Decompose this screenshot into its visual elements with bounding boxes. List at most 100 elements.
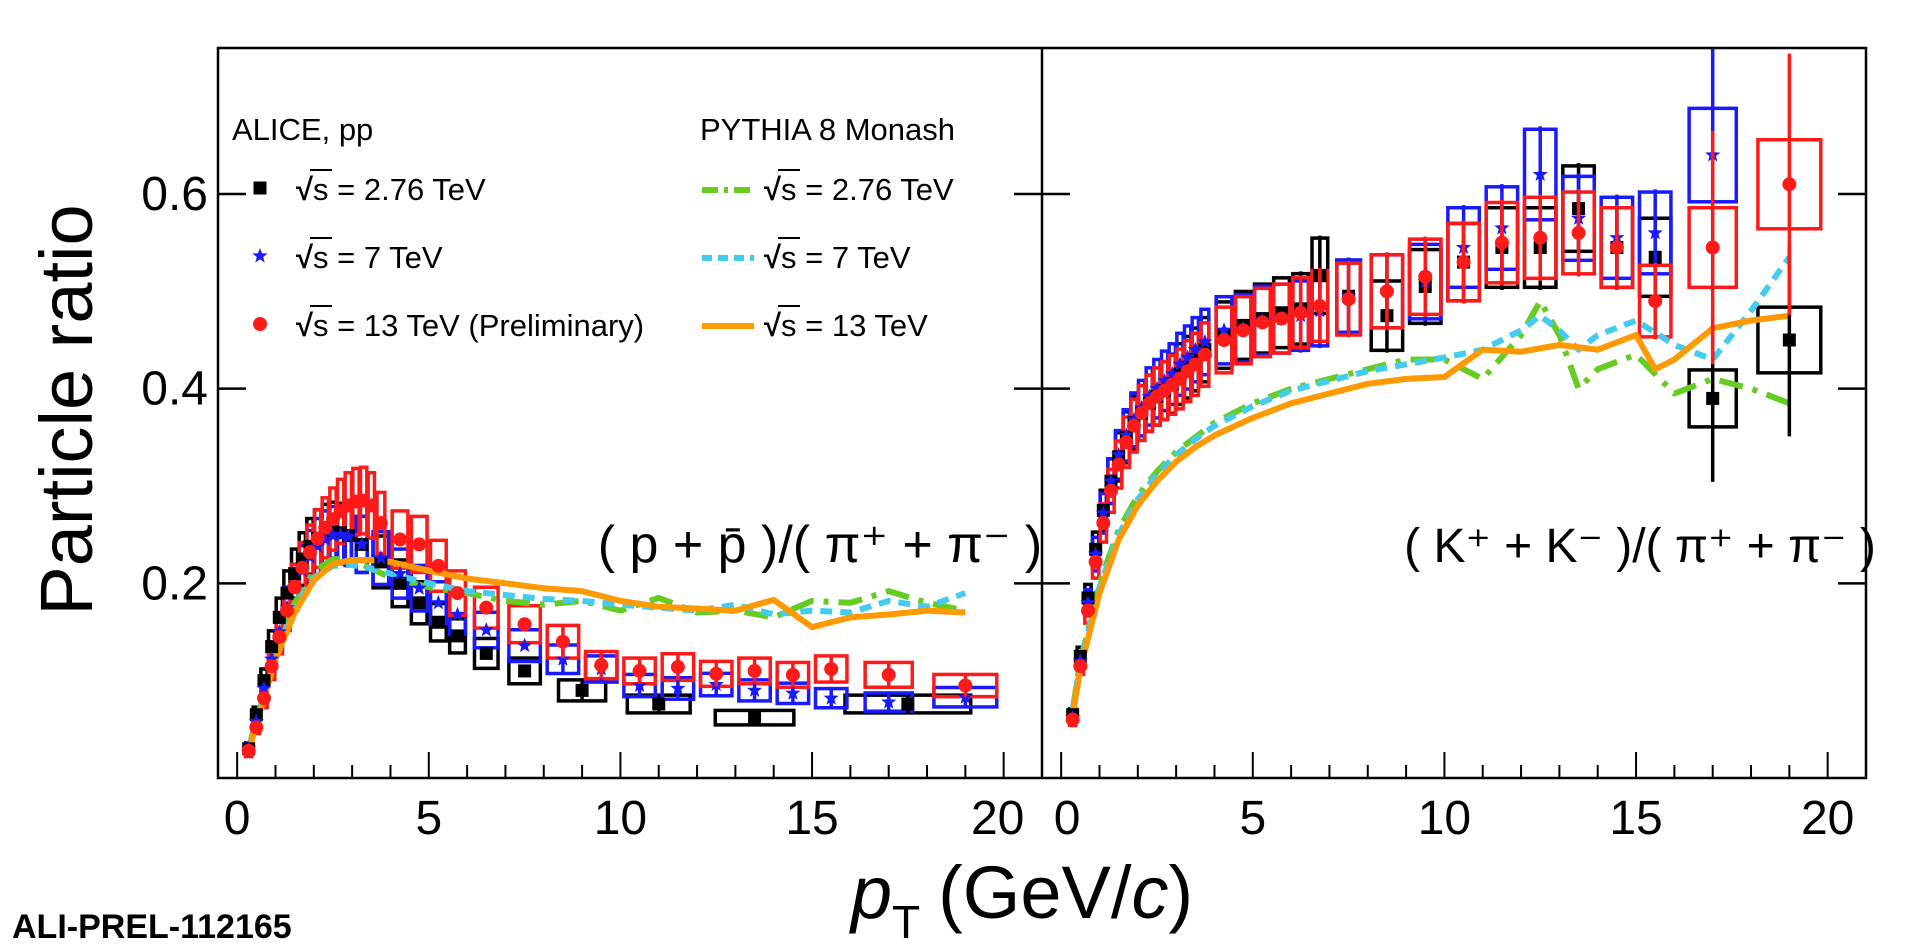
data-point-e13 [1134,406,1149,420]
legend-sqrt-e13: √ [296,308,314,343]
data-point-e13 [393,532,408,547]
data-point-e7 [1118,427,1134,442]
legend-marker-e13 [253,317,267,331]
legend-entry-e13: √s = 13 TeV (Preliminary) [296,308,644,343]
data-point-e7 [256,680,272,695]
data-point-e7 [1164,366,1180,381]
data-point-e7 [823,690,839,705]
syst-box-e276 [507,656,543,686]
data-point-e13 [295,560,310,575]
data-point-e7 [1088,546,1104,561]
data-point-e7 [1141,388,1157,403]
syst-box-e276 [447,617,468,655]
data-point-e13 [1418,269,1433,284]
syst-box-e13 [428,538,448,594]
data-point-e13 [594,658,609,673]
x-tick-label: 10 [1418,792,1471,845]
data-point-e7 [333,526,349,542]
axes-frame: 0.2 0.4 0.6 0 5 10 15 20 0 5 10 15 20 [141,46,1868,845]
data-point-e13 [1096,515,1111,530]
data-point-e13 [1073,659,1088,674]
data-point-e7 [1103,473,1119,488]
data-point-e13 [1705,240,1720,255]
data-point-e276 [518,664,532,678]
legend-marker-e276 [253,181,267,195]
data-point-e13 [517,617,532,632]
data-point-e7 [517,637,533,653]
data-point-e13 [1609,240,1624,255]
syst-box-e13 [409,514,429,575]
data-point-e13 [1217,333,1232,347]
data-point-e13 [256,691,271,706]
legend-entry-p7: √s = 7 TeV [764,240,911,275]
data-point-e13 [555,634,570,649]
data-point-e276 [412,596,426,610]
data-point-e13 [249,720,264,735]
data-point-e13 [1494,235,1509,250]
data-point-e13 [287,580,302,595]
data-point-e7 [1111,446,1127,462]
data-point-e13 [1341,292,1356,307]
data-point-e7 [746,682,763,697]
legend-text-e7: s = 7 TeV [313,240,443,275]
data-point-e13 [670,660,685,675]
data-point-e13 [1293,305,1308,320]
data-point-e13 [824,661,839,676]
data-point-e13 [310,531,325,546]
legend-sqrt-p13: √ [764,308,782,343]
data-point-e13 [1103,483,1118,498]
y-axis-label: Particle ratio [25,204,108,615]
data-point-e276 [479,646,493,660]
syst-box-e13 [1252,286,1272,359]
data-point-e13 [302,545,317,560]
data-point-e276 [451,629,465,643]
data-point-e13 [1648,294,1663,309]
legend-entry-e276: √s = 2.76 TeV [296,172,486,207]
x-tick-label: 5 [415,792,442,845]
x-tick-label: 15 [1609,792,1662,845]
legend-sqrt-p276: √ [764,172,782,207]
syst-box-e13 [1214,305,1234,375]
data-point-e13 [1456,255,1471,270]
data-point-e13 [412,537,427,552]
legend-text-p13: s = 13 TeV [781,308,928,343]
data-point-e7 [449,606,466,621]
data-point-e13 [1236,323,1251,338]
data-point-e7 [354,536,370,551]
data-point-e7 [785,685,801,700]
syst-box-e13 [1271,282,1292,355]
data-point-e7 [1216,322,1232,337]
data-point-e13 [747,663,762,678]
data-point-e13 [1111,457,1126,472]
data-point-e13 [1274,311,1289,326]
x-tick-label: 0 [224,792,251,845]
x-axis-subscript: T [892,896,920,948]
data-point-e276 [901,697,915,711]
legend-header-data: ALICE, pp [232,112,373,147]
panel-proton-pion [241,465,999,759]
model-line-p7 [245,561,967,750]
data-point-e13 [1782,177,1797,192]
data-point-e13 [1065,712,1080,727]
legend-text-e276: s = 2.76 TeV [313,172,486,207]
model-line-p13 [245,557,966,752]
data-point-e13 [1255,315,1270,330]
data-point-e13 [1126,418,1141,433]
data-point-e13 [1533,230,1548,245]
data-point-e7 [411,580,427,595]
legend-marker-e7 [252,248,268,263]
data-point-e7 [1172,356,1188,371]
data-point-e276 [652,697,666,711]
syst-box-e13 [1233,294,1253,366]
x-axis-label: pT (GeV/c) [849,851,1193,948]
legend-sqrt-e276: √ [296,172,314,207]
data-point-e7 [1532,166,1548,181]
data-point-e7 [478,622,494,637]
x-axis-unit-close: ) [1168,851,1193,934]
data-point-e13 [1119,435,1134,450]
legend-text-e13: s = 13 TeV (Preliminary) [313,308,644,343]
data-point-e276 [265,640,279,654]
x-axis-symbol: p [849,851,892,934]
legend-entry-p276: √s = 2.76 TeV [764,172,954,207]
